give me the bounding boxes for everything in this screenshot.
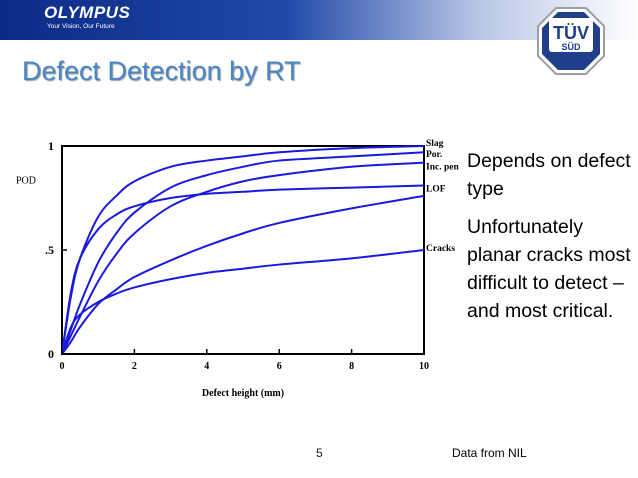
tuv-sud-logo: TÜV SÜD xyxy=(537,7,605,75)
bullet-item: Unfortunately planar cracks most difficu… xyxy=(467,216,631,322)
sud-logo-text: SÜD xyxy=(561,42,581,52)
brand-logo-text: OLYMPUS xyxy=(44,3,131,22)
curve-line xyxy=(61,151,425,355)
tuv-logo-text: TÜV xyxy=(553,23,589,43)
y-tick-label: 0 xyxy=(48,347,54,361)
curve-label: Por. xyxy=(426,150,442,160)
curve-line xyxy=(61,249,425,355)
curve-label: Inc. pen xyxy=(426,163,459,173)
curve-label: Slag xyxy=(426,139,444,149)
y-axis-label: POD xyxy=(16,175,36,186)
bullet-list: Depends on defect type Unfortunately pla… xyxy=(467,147,632,335)
y-tick-label: .5 xyxy=(45,243,54,257)
page-number: 5 xyxy=(316,446,323,460)
chart-ticks: 0 2 4 6 8 10 0 .5 1 xyxy=(45,139,429,372)
curve-label: LOF xyxy=(426,185,446,195)
x-tick-label: 8 xyxy=(349,361,354,372)
plot-frame xyxy=(61,145,425,355)
chart-curves xyxy=(61,145,425,355)
curve-line xyxy=(61,184,425,355)
x-axis-label: Defect height (mm) xyxy=(202,388,284,399)
curve-label: Cracks xyxy=(426,244,455,254)
source-note: Data from NIL xyxy=(452,446,527,460)
x-tick-label: 10 xyxy=(419,361,429,372)
y-tick-label: 1 xyxy=(48,139,54,153)
pod-chart: 0 2 4 6 8 10 0 .5 1 Defect height (mm) POD SlagPor… xyxy=(16,139,459,399)
bullet-item: Depends on defect type xyxy=(467,150,631,200)
curve-line xyxy=(61,145,425,355)
x-tick-label: 4 xyxy=(204,361,209,372)
slide-title: Defect Detection by RT xyxy=(22,56,301,86)
header-bar: OLYMPUS Your Vision, Our Future xyxy=(0,0,638,40)
brand-tagline: Your Vision, Our Future xyxy=(47,23,115,30)
x-tick-label: 6 xyxy=(277,361,282,372)
chart-axes xyxy=(61,145,425,355)
curve-line xyxy=(61,161,425,355)
x-tick-label: 2 xyxy=(132,361,137,372)
curve-line xyxy=(61,194,425,355)
x-tick-label: 0 xyxy=(60,361,65,372)
